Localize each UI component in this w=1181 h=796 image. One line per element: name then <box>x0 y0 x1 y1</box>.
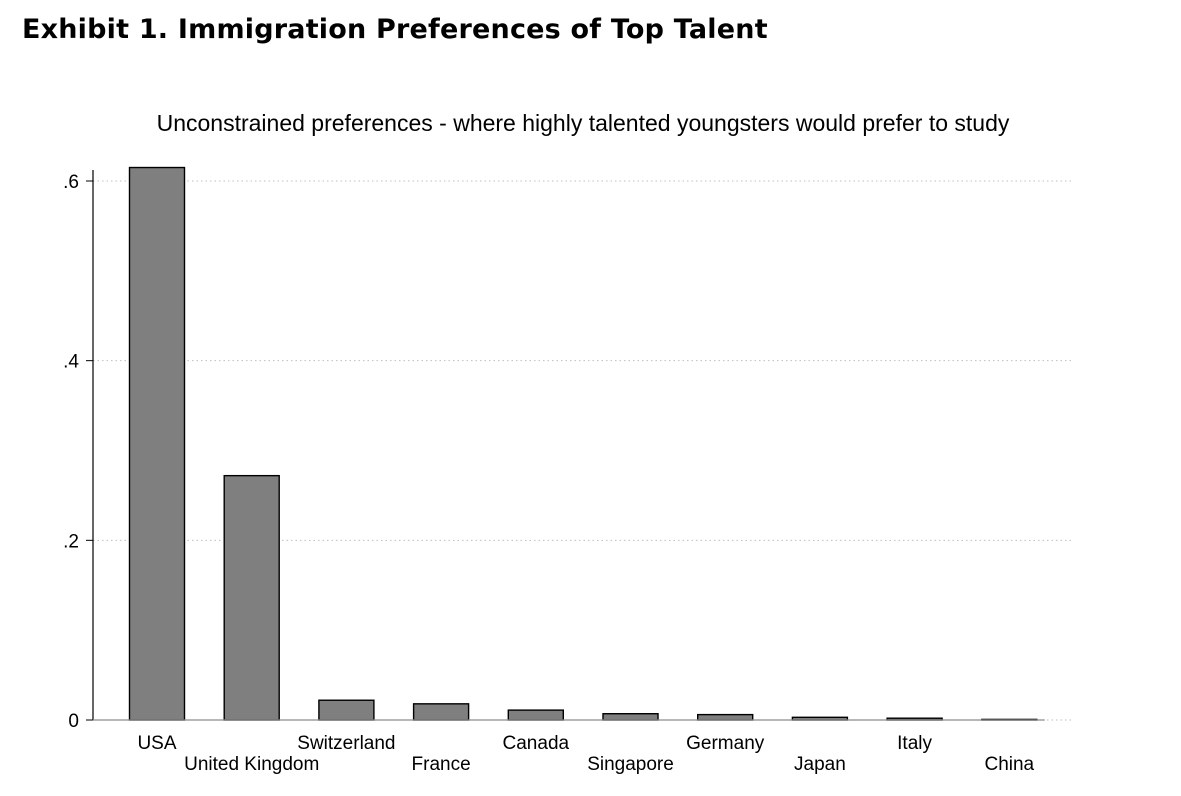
x-category-label: Switzerland <box>297 733 395 754</box>
y-tick-label: 0 <box>68 711 79 732</box>
bar-usa <box>128 166 186 721</box>
bar-germany <box>697 713 754 721</box>
bar-switzerland <box>318 699 375 721</box>
bar-singapore <box>602 713 659 721</box>
x-category-label: France <box>412 754 471 775</box>
y-tick-label: .2 <box>63 531 79 552</box>
bar-canada <box>507 709 564 721</box>
axes <box>86 170 1045 721</box>
x-category-label: Canada <box>503 733 570 754</box>
chart-title: Unconstrained preferences - where highly… <box>157 110 1010 136</box>
bar-united-kingdom <box>223 474 280 721</box>
x-category-label: Germany <box>686 733 765 754</box>
bar-france <box>412 703 470 721</box>
x-category-label: China <box>984 754 1034 775</box>
x-category-label: Singapore <box>587 754 674 775</box>
y-tick-label: .4 <box>63 352 79 373</box>
exhibit-title: Exhibit 1. Immigration Preferences of To… <box>22 14 768 45</box>
x-category-label: Japan <box>794 754 846 775</box>
bars <box>128 166 1038 721</box>
y-tick-label: .6 <box>63 172 79 193</box>
x-category-label: Italy <box>897 733 932 754</box>
x-category-label: United Kingdom <box>184 754 319 775</box>
x-category-label: USA <box>137 733 176 754</box>
